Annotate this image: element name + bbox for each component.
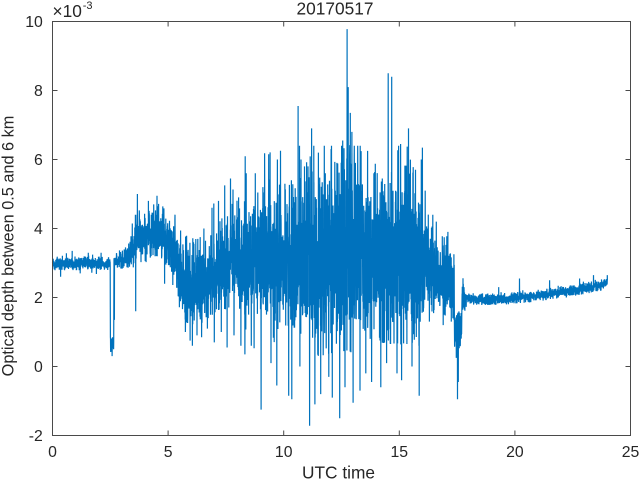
svg-text:×10 -3: ×10 -3: [53, 0, 93, 21]
svg-text:20170517: 20170517: [297, 0, 374, 18]
svg-text:20: 20: [506, 444, 524, 461]
svg-text:5: 5: [164, 444, 173, 461]
svg-text:10: 10: [275, 444, 293, 461]
svg-text:8: 8: [34, 83, 43, 100]
svg-text:6: 6: [34, 152, 43, 169]
svg-text:4: 4: [34, 221, 43, 238]
svg-text:10: 10: [25, 14, 43, 31]
svg-text:-2: -2: [29, 428, 43, 445]
svg-text:25: 25: [622, 444, 640, 461]
svg-text:0: 0: [48, 444, 57, 461]
svg-text:UTC time: UTC time: [302, 462, 375, 480]
svg-text:15: 15: [391, 444, 409, 461]
svg-text:Optical depth between 0.5 and: Optical depth between 0.5 and 6 km: [0, 116, 18, 377]
svg-text:2: 2: [34, 290, 43, 307]
svg-text:0: 0: [34, 359, 43, 376]
